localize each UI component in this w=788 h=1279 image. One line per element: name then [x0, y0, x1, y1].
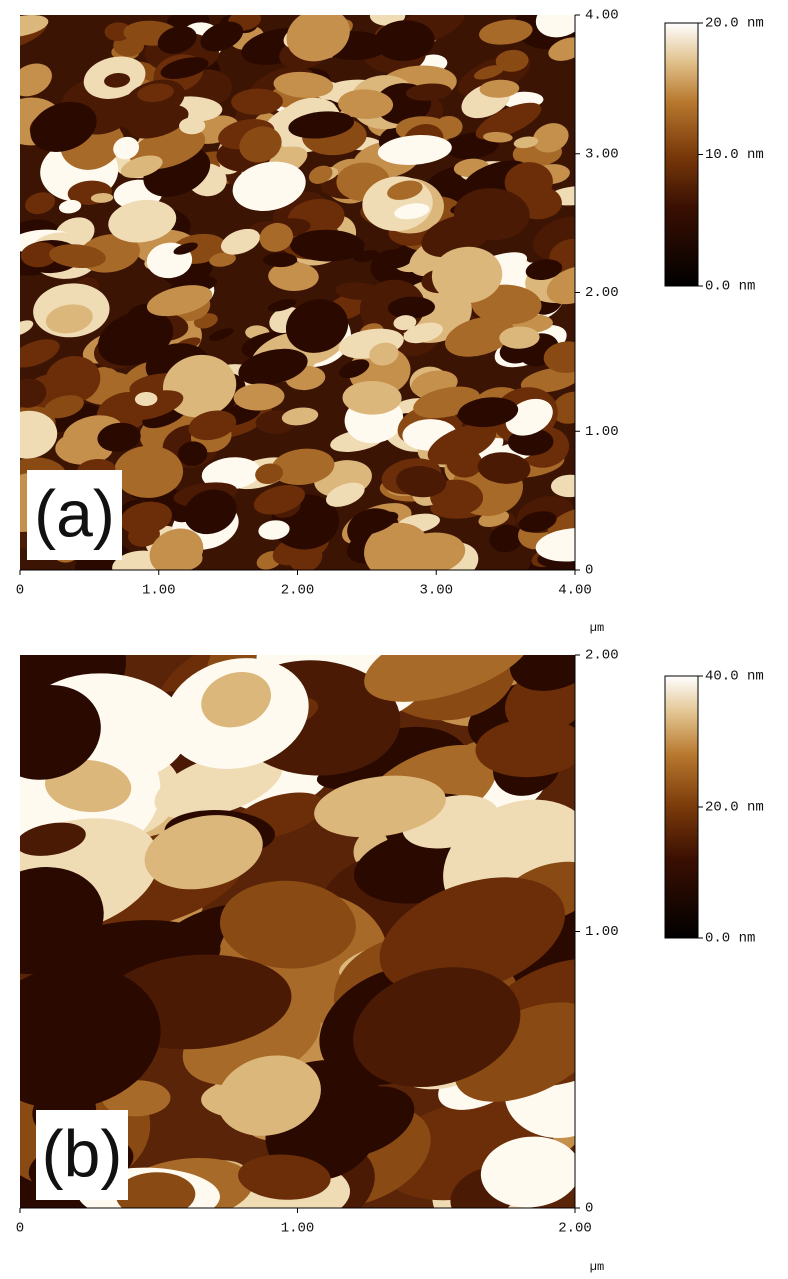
x-tick-label: 4.00	[558, 583, 592, 599]
colorbar-label: 20.0 nm	[705, 800, 764, 816]
grain	[263, 252, 297, 267]
panel-label: (a)	[34, 476, 115, 550]
figure: 0 1.00 2.00 3.00 4.00 0 1.00 2.00 3.00 4.00 µm 20.0…	[0, 0, 788, 1279]
x-unit: µm	[590, 1260, 604, 1274]
y-tick-label: 2.00	[585, 648, 619, 664]
colorbar-label: 0.0 nm	[705, 931, 755, 947]
y-tick-label: 1.00	[585, 924, 619, 940]
x-tick-label: 0	[16, 583, 24, 599]
colorbar-label: 40.0 nm	[705, 669, 764, 685]
x-unit: µm	[590, 621, 604, 635]
y-tick-label: 0	[585, 1201, 593, 1217]
x-tick-label: 1.00	[281, 1221, 315, 1237]
y-tick-label: 2.00	[585, 285, 619, 301]
y-tick-label: 0	[585, 563, 593, 579]
x-tick-label: 1.00	[142, 583, 176, 599]
colorbar-label: 0.0 nm	[705, 279, 755, 295]
afm-panel: 0 1.00 2.00 0 1.00 2.00 µm 40.0 nm 20.0 nm 0.0 nm…	[0, 564, 764, 1274]
y-tick-label: 1.00	[585, 424, 619, 440]
colorbar	[665, 676, 698, 938]
y-tick-label: 4.00	[585, 8, 619, 24]
x-tick-label: 2.00	[558, 1221, 592, 1237]
x-tick-label: 0	[16, 1221, 24, 1237]
colorbar-label: 20.0 nm	[705, 16, 764, 32]
x-tick-label: 2.00	[281, 583, 315, 599]
afm-panel: 0 1.00 2.00 3.00 4.00 0 1.00 2.00 3.00 4.00 µm 20.0…	[0, 0, 764, 635]
colorbar-label: 10.0 nm	[705, 147, 764, 163]
x-tick-label: 3.00	[419, 583, 453, 599]
y-tick-label: 3.00	[585, 146, 619, 162]
colorbar	[665, 23, 698, 286]
panel-label: (b)	[42, 1116, 123, 1190]
